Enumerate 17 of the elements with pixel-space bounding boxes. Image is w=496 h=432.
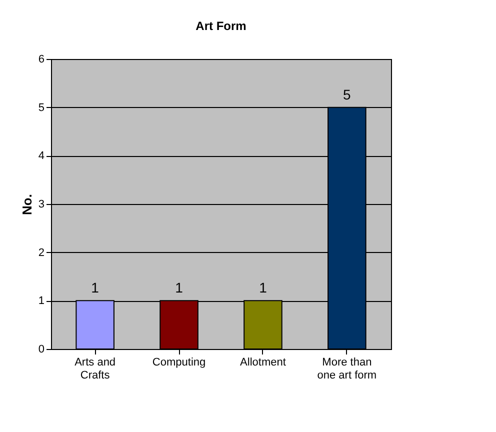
y-tick-label: 5 bbox=[38, 102, 44, 114]
y-tick-label: 2 bbox=[38, 246, 44, 259]
y-tick-label: 1 bbox=[38, 295, 44, 308]
y-tick-label: 0 bbox=[38, 344, 44, 356]
x-tick-label: Arts and Crafts bbox=[74, 356, 116, 382]
data-label: 1 bbox=[259, 280, 268, 296]
y-tick-label: 4 bbox=[38, 150, 44, 162]
x-tick-label: Computing bbox=[152, 356, 206, 368]
x-tick-label: More than one art form bbox=[317, 356, 377, 382]
x-tick-label: Allotment bbox=[240, 356, 286, 368]
y-tick-label: 3 bbox=[38, 198, 44, 210]
data-label: 1 bbox=[175, 280, 184, 296]
chart-title: Art Form bbox=[196, 19, 246, 33]
y-tick-label: 6 bbox=[38, 54, 44, 66]
data-label: 5 bbox=[343, 86, 352, 102]
data-label: 1 bbox=[91, 280, 100, 296]
y-axis-title: No. bbox=[19, 194, 34, 215]
